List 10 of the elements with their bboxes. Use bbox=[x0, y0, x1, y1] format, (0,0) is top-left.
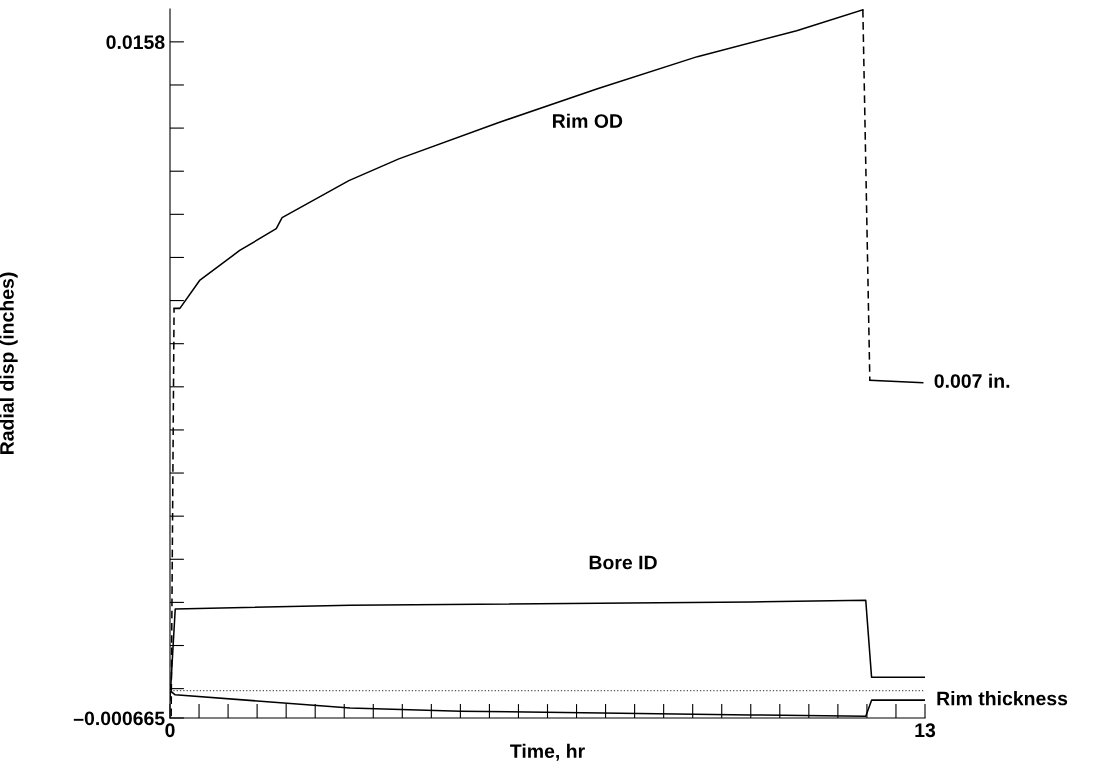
series-label: Rim OD bbox=[552, 113, 623, 128]
series-label: Rim thickness bbox=[937, 691, 1068, 706]
series-label: Bore ID bbox=[589, 555, 657, 570]
x-tick-label: 0 bbox=[165, 723, 175, 738]
x-tick-label: 13 bbox=[915, 723, 936, 738]
x-axis-title: Time, hr bbox=[510, 743, 585, 761]
y-tick-label: 0.0158 bbox=[106, 35, 165, 50]
series-label: 0.007 in. bbox=[934, 373, 1010, 388]
y-tick-label: –0.000665 bbox=[73, 711, 165, 726]
y-axis-title: Radial disp (inches) bbox=[0, 272, 18, 455]
